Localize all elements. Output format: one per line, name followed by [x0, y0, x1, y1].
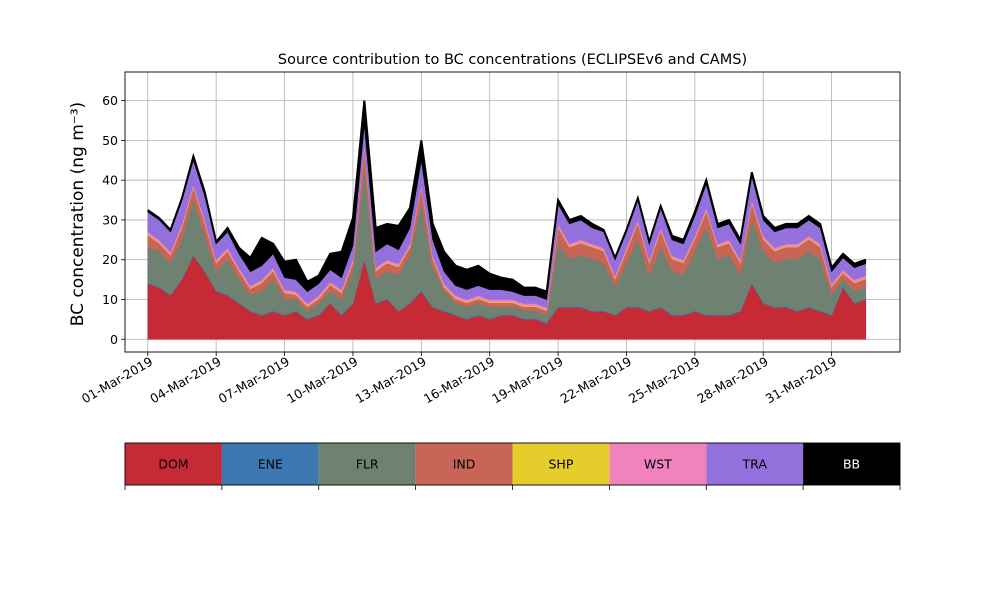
y-tick-label: 30 — [102, 212, 118, 227]
x-tick-label: 07-Mar-2019 — [216, 354, 292, 407]
legend-swatch-shp — [512, 443, 610, 485]
legend-swatch-ene — [221, 443, 319, 485]
total-outline — [147, 100, 867, 293]
y-tick-label: 10 — [102, 292, 118, 307]
legend-swatch-tra — [706, 443, 804, 485]
x-tick-label: 13-Mar-2019 — [352, 354, 428, 407]
y-tick-label: 60 — [102, 93, 118, 108]
x-tick-label: 01-Mar-2019 — [79, 354, 155, 407]
chart-title: Source contribution to BC concentrations… — [278, 52, 747, 68]
y-tick-label: 0 — [110, 332, 118, 347]
x-tick-label: 22-Mar-2019 — [558, 354, 634, 407]
legend-swatch-dom — [125, 443, 222, 485]
legend-swatch-bb — [803, 443, 900, 485]
y-tick-label: 50 — [102, 133, 118, 148]
x-tick-label: 04-Mar-2019 — [147, 354, 223, 407]
legend-colorbar: DOM ENE FLR IND SHP WST TRA BB — [124, 442, 901, 490]
x-tick-label: 31-Mar-2019 — [763, 354, 839, 407]
legend-swatch-wst — [609, 443, 707, 485]
legend-label-flr: FLR — [356, 457, 379, 472]
legend-label-shp: SHP — [549, 457, 574, 472]
stacked-area-layer — [147, 100, 867, 340]
x-tick-label: 16-Mar-2019 — [421, 354, 497, 407]
x-tick-label: 28-Mar-2019 — [694, 354, 770, 407]
legend-label-tra: TRA — [742, 457, 768, 472]
y-tick-label: 20 — [102, 252, 118, 267]
x-tick-label: 19-Mar-2019 — [489, 354, 565, 407]
legend-label-wst: WST — [644, 457, 672, 472]
legend-label-ind: IND — [453, 457, 476, 472]
y-tick-label: 40 — [102, 173, 118, 188]
legend-label-bb: BB — [843, 457, 860, 472]
x-tick-label: 10-Mar-2019 — [284, 354, 360, 407]
legend-swatch-ind — [415, 443, 513, 485]
legend-frame — [124, 442, 901, 486]
legend-label-ene: ENE — [258, 457, 283, 472]
x-tick-label: 25-Mar-2019 — [626, 354, 702, 407]
legend-swatch-flr — [318, 443, 416, 485]
plot-frame — [124, 71, 901, 353]
legend-label-dom: DOM — [158, 457, 188, 472]
y-axis-label: BC concentration (ng m⁻³) — [68, 102, 88, 326]
